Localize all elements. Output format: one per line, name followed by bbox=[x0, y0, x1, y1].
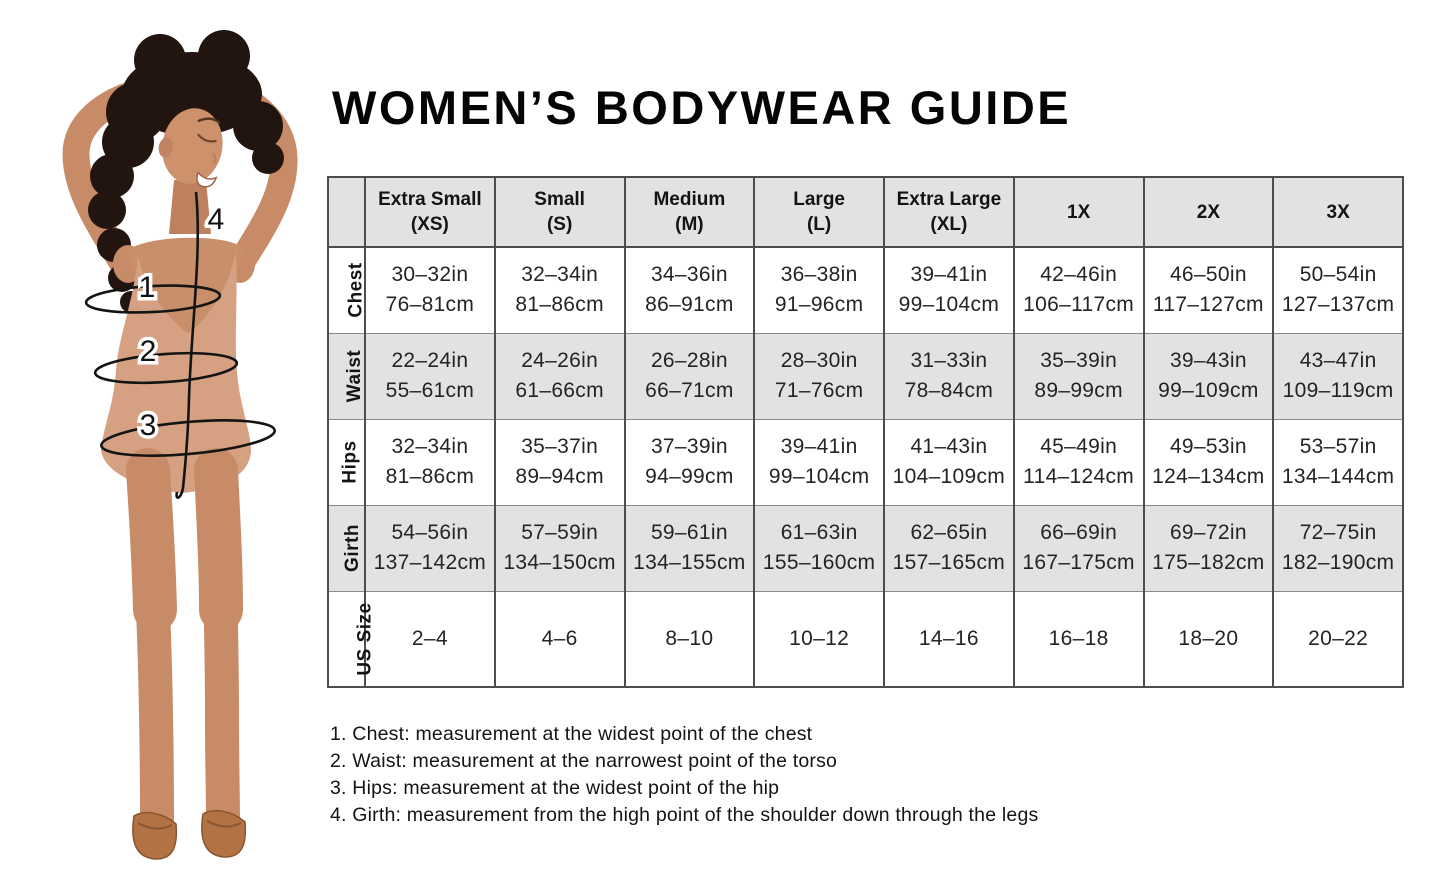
figure-fringe bbox=[160, 96, 228, 124]
measurement-label-chest: 1 bbox=[139, 271, 156, 304]
hips-measure-line bbox=[100, 419, 276, 457]
size-cell: 43–47in 109–119cm bbox=[1272, 332, 1404, 420]
size-cell: 10–12 bbox=[753, 590, 885, 688]
size-cell: 30–32in 76–81cm bbox=[364, 246, 496, 334]
size-cell: 8–10 bbox=[623, 590, 756, 688]
row-label-waist: Waist bbox=[327, 332, 366, 420]
figure-neck bbox=[169, 180, 211, 234]
chest-measure-line bbox=[84, 284, 222, 314]
col-header-l: Large (L) bbox=[753, 177, 885, 248]
measurement-lines bbox=[84, 191, 276, 499]
size-cell: 66–69in 167–175cm bbox=[1012, 504, 1145, 592]
size-cell: 39–43in 99–109cm bbox=[1142, 332, 1275, 420]
girth-measure-line bbox=[175, 191, 200, 499]
figure-legs bbox=[126, 448, 243, 837]
size-cell: 14–16 bbox=[883, 590, 1015, 688]
size-cell: 49–53in 124–134cm bbox=[1142, 418, 1275, 506]
page-title: WOMEN’S BODYWEAR GUIDE bbox=[332, 81, 1072, 134]
model-figure: 1 2 3 4 bbox=[62, 30, 298, 860]
col-header-xs: Extra Small (XS) bbox=[364, 177, 496, 248]
size-cell: 22–24in 55–61cm bbox=[364, 332, 496, 420]
size-cell: 62–65in 157–165cm bbox=[883, 504, 1015, 592]
size-cell: 50–54in 127–137cm bbox=[1272, 246, 1404, 334]
measurement-labels: 1 2 3 4 bbox=[135, 200, 228, 446]
col-header-2x: 2X bbox=[1142, 177, 1275, 248]
size-cell: 57–59in 134–150cm bbox=[493, 504, 626, 592]
col-header-xl: Extra Large (XL) bbox=[883, 177, 1015, 248]
footnote-chest: 1. Chest: measurement at the widest poin… bbox=[330, 723, 813, 745]
footnote-waist: 2. Waist: measurement at the narrowest p… bbox=[330, 750, 838, 772]
figure-shoes bbox=[132, 809, 247, 860]
waist-measure-line bbox=[93, 351, 239, 385]
size-cell: 53–57in 134–144cm bbox=[1272, 418, 1404, 506]
col-header-s: Small (S) bbox=[493, 177, 626, 248]
table-row-hips: Hips 32–34in 81–86cm 35–37in 89–94cm 37–39… bbox=[327, 418, 1404, 506]
footnote-girth: 4. Girth: measurement from the high poin… bbox=[330, 804, 1039, 826]
size-cell: 32–34in 81–86cm bbox=[493, 246, 626, 334]
measurement-label-waist: 2 bbox=[140, 335, 157, 368]
table-row-girth: Girth 54–56in 137–142cm 57–59in 134–150cm … bbox=[327, 504, 1404, 592]
col-header-m: Medium (M) bbox=[623, 177, 756, 248]
size-cell: 45–49in 114–124cm bbox=[1012, 418, 1145, 506]
col-header-3x: 3X bbox=[1272, 177, 1404, 248]
size-cell: 31–33in 78–84cm bbox=[883, 332, 1015, 420]
measurement-footnotes: 1. Chest: measurement at the widest poin… bbox=[330, 721, 1038, 829]
size-cell: 24–26in 61–66cm bbox=[493, 332, 626, 420]
footnote-hips: 3. Hips: measurement at the widest point… bbox=[330, 777, 780, 799]
size-cell: 32–34in 81–86cm bbox=[364, 418, 496, 506]
size-cell: 37–39in 94–99cm bbox=[623, 418, 756, 506]
table-row-waist: Waist 22–24in 55–61cm 24–26in 61–66cm 26–2… bbox=[327, 332, 1404, 420]
measurement-label-hips: 3 bbox=[140, 409, 157, 442]
table-row-chest: Chest 30–32in 76–81cm 32–34in 81–86cm 34–3… bbox=[327, 246, 1404, 334]
size-cell: 41–43in 104–109cm bbox=[883, 418, 1015, 506]
row-label-us-size: US Size bbox=[327, 590, 376, 688]
size-cell: 20–22 bbox=[1272, 590, 1404, 688]
size-cell: 39–41in 99–104cm bbox=[883, 246, 1015, 334]
model-photo: 1 2 3 4 bbox=[0, 0, 330, 879]
size-cell: 54–56in 137–142cm bbox=[364, 504, 496, 592]
col-header-1x: 1X bbox=[1012, 177, 1145, 248]
size-cell: 34–36in 86–91cm bbox=[623, 246, 756, 334]
measurement-label-girth: 4 bbox=[208, 203, 225, 236]
size-cell: 72–75in 182–190cm bbox=[1272, 504, 1404, 592]
row-label-girth: Girth bbox=[327, 504, 366, 592]
size-cell: 59–61in 134–155cm bbox=[623, 504, 756, 592]
size-cell: 2–4 bbox=[364, 590, 496, 688]
size-cell: 28–30in 71–76cm bbox=[753, 332, 885, 420]
size-cell: 36–38in 91–96cm bbox=[753, 246, 885, 334]
size-cell: 16–18 bbox=[1012, 590, 1145, 688]
size-cell: 46–50in 117–127cm bbox=[1142, 246, 1275, 334]
size-cell: 42–46in 106–117cm bbox=[1012, 246, 1145, 334]
table-row-us-size: US Size 2–4 4–6 8–10 10–12 14–16 16–18 1… bbox=[327, 590, 1404, 688]
size-cell: 18–20 bbox=[1142, 590, 1275, 688]
size-cell: 35–37in 89–94cm bbox=[493, 418, 626, 506]
size-cell: 4–6 bbox=[493, 590, 626, 688]
corner-cell bbox=[327, 177, 366, 248]
size-cell: 35–39in 89–99cm bbox=[1012, 332, 1145, 420]
size-cell: 26–28in 66–71cm bbox=[623, 332, 756, 420]
size-cell: 69–72in 175–182cm bbox=[1142, 504, 1275, 592]
size-cell: 39–41in 99–104cm bbox=[753, 418, 885, 506]
row-label-chest: Chest bbox=[327, 246, 367, 334]
figure-head bbox=[158, 108, 223, 188]
table-header-row: Extra Small (XS) Small (S) Medium (M) Large… bbox=[327, 177, 1404, 248]
row-label-hips: Hips bbox=[327, 418, 366, 506]
size-table: Extra Small (XS) Small (S) Medium (M) Large… bbox=[327, 176, 1404, 688]
size-cell: 61–63in 155–160cm bbox=[753, 504, 885, 592]
